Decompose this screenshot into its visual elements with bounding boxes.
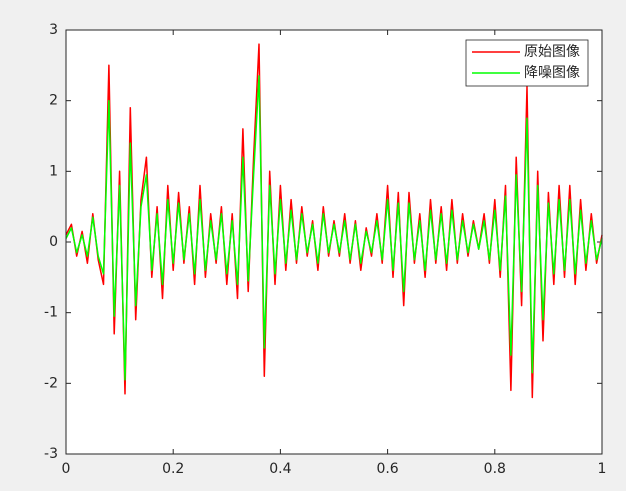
x-tick-label: 1 [598,461,607,477]
axes-box [65,29,603,455]
x-tick-label: 0.8 [484,461,506,477]
y-tick-label: 1 [49,163,58,179]
y-tick-label: -3 [44,446,58,462]
y-tick-label: -1 [44,305,58,321]
plot-area [66,30,602,454]
legend-label: 降噪图像 [524,65,580,81]
series-line [65,75,603,381]
y-tick-label: 2 [49,93,58,109]
legend-box [465,39,589,87]
x-tick-label: 0 [62,461,71,477]
y-tick-label: 0 [49,234,58,250]
x-tick-label: 0.2 [162,461,184,477]
y-tick-label: -2 [44,375,58,391]
x-tick-label: 0.4 [269,461,291,477]
y-tick-label: 3 [49,22,58,38]
legend-label: 原始图像 [524,44,580,60]
x-tick-label: 0.6 [376,461,398,477]
